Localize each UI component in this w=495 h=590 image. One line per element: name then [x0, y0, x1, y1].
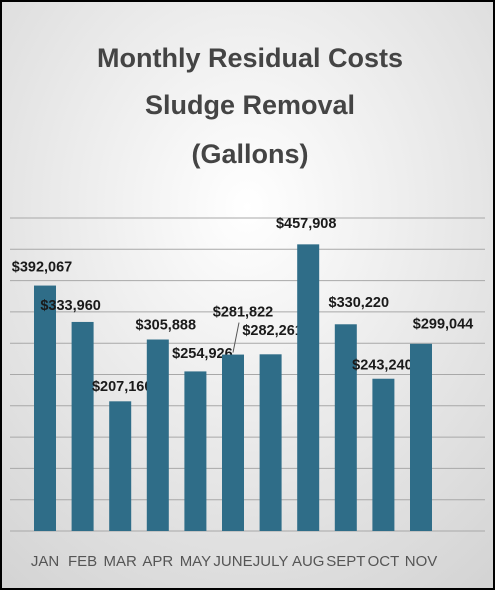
- bar: [146, 339, 169, 531]
- chart-title: Sludge Removal: [145, 90, 355, 120]
- value-label: $392,067: [12, 259, 72, 275]
- value-label: $243,240: [352, 358, 412, 374]
- chart-title: (Gallons): [191, 139, 308, 169]
- value-label: $207,160: [92, 379, 152, 395]
- value-label: $305,888: [136, 317, 196, 333]
- value-label: $254,926: [172, 346, 232, 362]
- value-label: $282,261: [242, 323, 302, 339]
- x-tick-label: OCT: [368, 553, 400, 570]
- value-label: $457,908: [276, 216, 336, 232]
- value-label: $333,960: [40, 298, 100, 314]
- x-tick-label: APR: [142, 553, 173, 570]
- x-tick-label: NOV: [405, 553, 438, 570]
- bar: [109, 401, 132, 531]
- x-tick-label: FEB: [68, 553, 97, 570]
- x-tick-label: AUG: [292, 553, 325, 570]
- bar: [410, 343, 432, 531]
- x-tick-label: MAY: [180, 553, 211, 570]
- leader-line: [232, 322, 240, 353]
- value-label: $330,220: [329, 295, 389, 311]
- x-tick-label: JUNE: [213, 553, 252, 570]
- chart-title: Monthly Residual Costs: [97, 43, 403, 73]
- x-tick-label: JULY: [253, 553, 289, 570]
- bar: [184, 371, 207, 531]
- x-tick-label: JAN: [31, 553, 59, 570]
- bar: [372, 378, 395, 531]
- bar: [34, 285, 56, 531]
- bar: [334, 324, 357, 531]
- bar: [297, 244, 320, 531]
- value-label: $299,044: [413, 317, 473, 333]
- bar: [222, 354, 244, 531]
- bar: [71, 321, 94, 531]
- bar: [259, 354, 282, 531]
- x-tick-label: MAR: [104, 553, 138, 570]
- value-label: $281,822: [213, 304, 273, 320]
- x-tick-label: SEPT: [326, 553, 365, 570]
